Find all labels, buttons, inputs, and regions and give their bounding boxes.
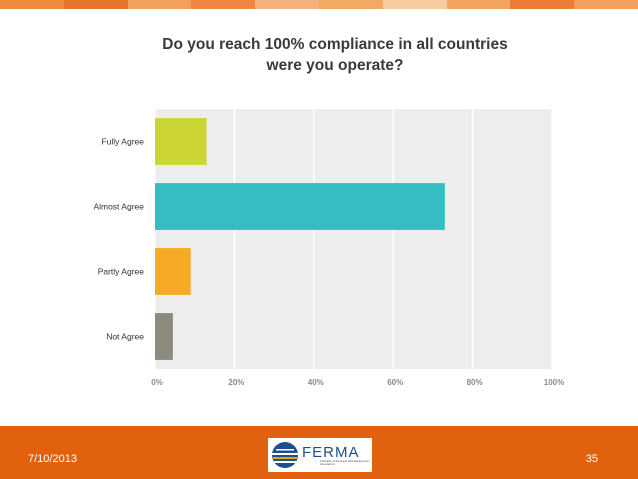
- bar: [155, 183, 445, 230]
- strip-segment: [382, 0, 447, 9]
- x-tick-label: 20%: [228, 378, 244, 387]
- x-tick-label: 40%: [308, 378, 324, 387]
- strip-segment: [446, 0, 511, 9]
- slide-page-number: 35: [585, 453, 598, 465]
- strip-segment: [0, 0, 64, 9]
- category-label: Fully Agree: [101, 137, 144, 147]
- globe-icon: [272, 442, 298, 468]
- slide-date: 7/10/2013: [28, 453, 77, 465]
- strip-segment: [127, 0, 192, 9]
- x-tick-label: 60%: [387, 378, 403, 387]
- ferma-logo: FERMA Federation of European Risk Manage…: [268, 438, 372, 472]
- top-decorative-strip: [0, 0, 638, 9]
- strip-segment: [318, 0, 383, 9]
- category-label: Partly Agree: [98, 267, 145, 277]
- bar: [155, 313, 173, 360]
- strip-segment: [63, 0, 128, 9]
- bar: [155, 118, 207, 165]
- plot-area: [155, 109, 552, 369]
- strip-segment: [255, 0, 319, 9]
- bar: [155, 248, 191, 295]
- strip-segment: [510, 0, 575, 9]
- slide-footer: 7/10/2013 FERMA Federation of European R…: [0, 426, 638, 479]
- x-tick-label: 80%: [467, 378, 483, 387]
- category-label: Almost Agree: [93, 202, 144, 212]
- bar-chart: Fully Agree Almost Agree Partly Agree Not A…: [93, 109, 564, 387]
- x-tick-label: 0%: [151, 378, 163, 387]
- strip-segment: [191, 0, 256, 9]
- logo-wordmark: FERMA: [302, 444, 360, 461]
- logo-tagline: Federation of European Risk Management A…: [320, 460, 369, 466]
- x-tick-label: 100%: [544, 378, 564, 387]
- category-label: Not Agree: [106, 332, 144, 342]
- chart-title: Do you reach 100% compliance in all coun…: [162, 36, 508, 74]
- strip-segment: [574, 0, 638, 9]
